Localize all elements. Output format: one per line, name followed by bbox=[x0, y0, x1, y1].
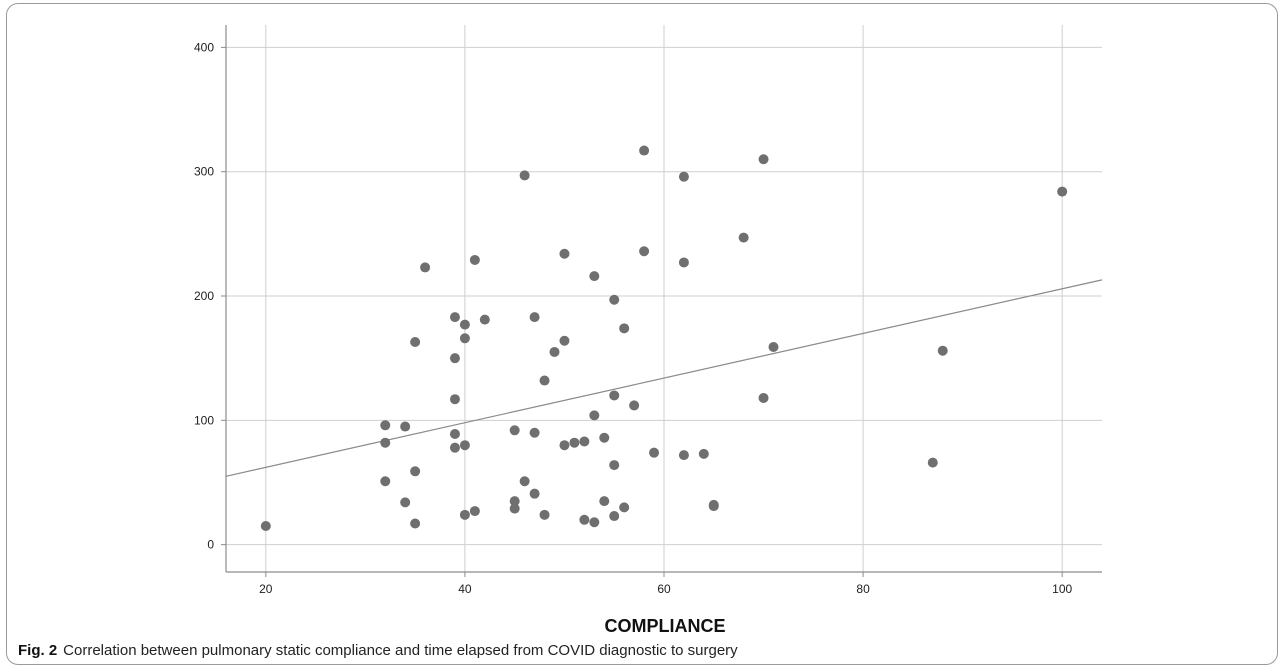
y-tick-label: 0 bbox=[207, 538, 214, 552]
data-point bbox=[400, 497, 411, 508]
data-point bbox=[559, 248, 570, 259]
data-point bbox=[619, 323, 630, 334]
x-tick-label: 60 bbox=[657, 582, 671, 596]
data-point bbox=[738, 232, 749, 243]
data-point bbox=[410, 466, 421, 477]
data-point bbox=[459, 333, 470, 344]
data-point bbox=[937, 345, 948, 356]
fit-line bbox=[225, 279, 1103, 477]
data-point bbox=[579, 436, 590, 447]
data-point bbox=[469, 254, 480, 265]
data-point bbox=[559, 440, 570, 451]
y-tick-label: 200 bbox=[194, 289, 214, 303]
data-point bbox=[449, 442, 460, 453]
data-point bbox=[678, 171, 689, 182]
data-point bbox=[459, 509, 470, 520]
data-point bbox=[449, 429, 460, 440]
data-point bbox=[539, 375, 550, 386]
data-point bbox=[410, 518, 421, 529]
data-point bbox=[539, 509, 550, 520]
y-tick-label: 300 bbox=[194, 165, 214, 179]
data-point bbox=[619, 502, 630, 513]
data-point bbox=[449, 394, 460, 405]
data-point bbox=[599, 496, 610, 507]
x-tick-label: 80 bbox=[856, 582, 870, 596]
data-point bbox=[509, 496, 520, 507]
data-point bbox=[1057, 186, 1068, 197]
data-point bbox=[449, 353, 460, 364]
scatter-chart: 20 40 60 80 100 0 100 200 300 400 COMPLIANCE bbox=[194, 25, 1103, 636]
data-point bbox=[708, 501, 719, 512]
data-point bbox=[599, 432, 610, 443]
data-point bbox=[589, 410, 600, 421]
data-point bbox=[609, 294, 620, 305]
data-point bbox=[410, 337, 421, 348]
y-tick-label: 100 bbox=[194, 413, 214, 427]
data-point bbox=[519, 170, 530, 181]
data-point bbox=[529, 312, 540, 323]
data-point bbox=[758, 154, 769, 165]
data-point bbox=[589, 271, 600, 282]
data-point bbox=[519, 476, 530, 487]
data-point bbox=[380, 437, 391, 448]
figure-frame bbox=[6, 3, 1278, 665]
caption-text: Correlation between pulmonary static com… bbox=[63, 642, 738, 659]
data-point bbox=[529, 427, 540, 438]
data-point bbox=[629, 400, 640, 411]
data-point bbox=[559, 335, 570, 346]
data-point bbox=[698, 448, 709, 459]
data-point bbox=[509, 503, 520, 514]
y-tick-label: 400 bbox=[194, 40, 214, 54]
data-point bbox=[260, 521, 271, 532]
data-point bbox=[469, 506, 480, 517]
x-tick-label: 20 bbox=[259, 582, 273, 596]
fit-line-group bbox=[225, 279, 1103, 477]
grid-lines bbox=[226, 25, 1102, 572]
x-tick-label: 40 bbox=[458, 582, 472, 596]
data-point bbox=[479, 314, 490, 325]
data-point bbox=[400, 421, 411, 432]
data-point bbox=[768, 341, 779, 352]
data-point bbox=[380, 476, 391, 487]
data-point bbox=[758, 392, 769, 403]
data-point bbox=[449, 312, 460, 323]
data-point bbox=[509, 425, 520, 436]
data-point bbox=[639, 145, 650, 156]
data-point bbox=[609, 460, 620, 471]
axes bbox=[221, 25, 1102, 577]
data-point bbox=[678, 450, 689, 461]
data-point bbox=[609, 390, 620, 401]
data-point bbox=[459, 440, 470, 451]
data-point bbox=[639, 246, 650, 257]
data-point bbox=[459, 319, 470, 330]
data-point bbox=[589, 517, 600, 528]
data-point bbox=[649, 447, 660, 458]
data-points bbox=[260, 145, 1068, 532]
data-point bbox=[420, 262, 431, 273]
x-tick-label: 100 bbox=[1052, 582, 1072, 596]
figure-caption: Fig. 2 Correlation between pulmonary stat… bbox=[18, 642, 738, 659]
data-point bbox=[569, 437, 580, 448]
data-point bbox=[529, 488, 540, 499]
data-point bbox=[678, 257, 689, 268]
x-axis-label: COMPLIANCE bbox=[605, 616, 726, 636]
tick-labels: 20 40 60 80 100 0 100 200 300 400 bbox=[194, 40, 1073, 596]
figure-label: Fig. 2 bbox=[18, 642, 58, 659]
data-point bbox=[380, 420, 391, 431]
data-point bbox=[549, 346, 560, 357]
data-point bbox=[927, 457, 938, 468]
data-point bbox=[609, 511, 620, 522]
data-point bbox=[579, 514, 590, 525]
